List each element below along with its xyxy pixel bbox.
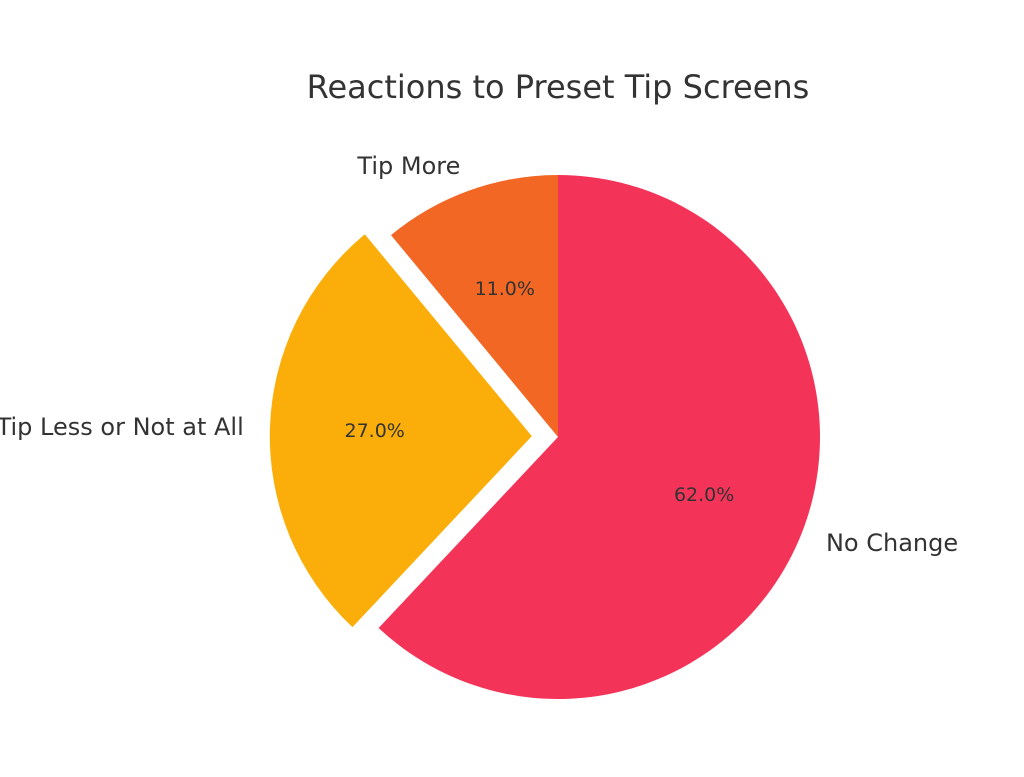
category-label-tip-less-or-not-at-all: Tip Less or Not at All <box>0 413 244 441</box>
pie-slice-tip-less-or-not-at-all <box>269 234 532 628</box>
category-labels: No Change Tip Less or Not at All Tip More <box>0 152 958 557</box>
percent-label-no-change: 62.0% <box>674 484 734 506</box>
chart-title: Reactions to Preset Tip Screens <box>307 68 810 106</box>
pie-slices <box>269 175 821 700</box>
percentage-labels: 62.0% 27.0% 11.0% <box>345 278 735 506</box>
category-label-tip-more: Tip More <box>356 152 460 180</box>
category-label-no-change: No Change <box>826 529 958 557</box>
pie-slice-no-change <box>378 175 821 700</box>
percent-label-tip-less-or-not-at-all: 27.0% <box>345 420 405 442</box>
percent-label-tip-more: 11.0% <box>475 278 535 300</box>
pie-slice-tip-more <box>390 175 558 437</box>
